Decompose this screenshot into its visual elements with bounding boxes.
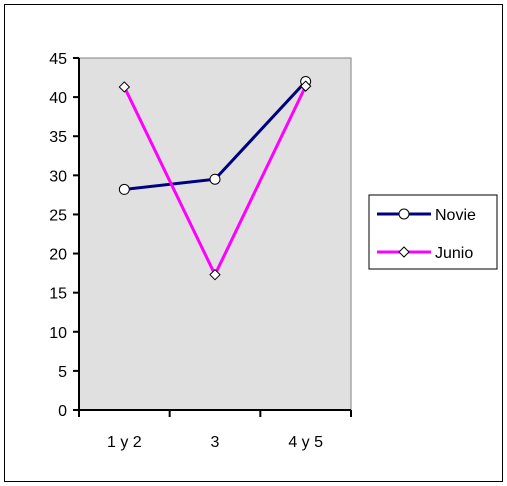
legend-label: Junio — [435, 245, 473, 262]
x-tick-label: 4 y 5 — [288, 434, 323, 451]
y-tick-label: 35 — [49, 129, 67, 146]
x-tick-label: 3 — [211, 434, 220, 451]
y-tick-label: 15 — [49, 286, 67, 303]
series-junio — [118, 80, 312, 281]
axes: 0 5 10 15 20 25 30 35 40 45 1 y 2 3 4 y 5 — [49, 51, 352, 451]
y-tick-label: 45 — [49, 51, 67, 68]
data-point — [118, 183, 130, 195]
y-tick-label: 25 — [49, 207, 67, 224]
series-layer — [118, 75, 312, 281]
data-point — [209, 173, 221, 185]
legend: Novie Junio — [368, 194, 498, 270]
y-tick-label: 30 — [49, 168, 67, 185]
data-point — [209, 268, 221, 281]
x-tick-label: 1 y 2 — [107, 434, 142, 451]
legend-box — [368, 194, 498, 270]
data-point — [118, 81, 131, 93]
y-tick-label: 5 — [58, 364, 67, 381]
y-tick-label: 20 — [49, 247, 67, 264]
y-tick-label: 40 — [49, 90, 67, 107]
legend-label: Novie — [435, 207, 476, 224]
data-point — [299, 80, 312, 92]
legend-marker — [398, 246, 410, 258]
y-tick-label: 0 — [58, 403, 67, 420]
y-tick-label: 10 — [49, 325, 67, 342]
plot-area — [78, 57, 352, 411]
legend-marker — [398, 208, 410, 220]
